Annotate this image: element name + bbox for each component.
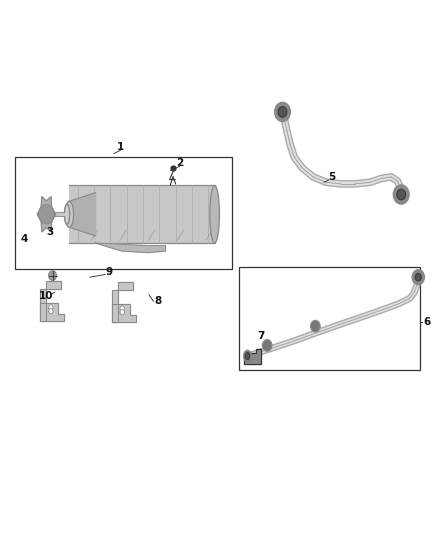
Text: 8: 8 [154, 296, 161, 306]
Circle shape [275, 102, 290, 122]
Circle shape [311, 320, 320, 332]
Text: 5: 5 [328, 172, 336, 182]
Bar [239, 266, 420, 370]
Polygon shape [95, 243, 166, 253]
Circle shape [393, 185, 409, 204]
Ellipse shape [65, 201, 74, 227]
Ellipse shape [210, 185, 219, 243]
Polygon shape [40, 281, 61, 321]
Circle shape [49, 309, 53, 314]
Polygon shape [69, 193, 95, 236]
Bar [15, 157, 232, 269]
Text: 10: 10 [39, 291, 53, 301]
Circle shape [39, 205, 54, 224]
Ellipse shape [64, 204, 70, 224]
Text: 6: 6 [424, 318, 431, 327]
Ellipse shape [244, 350, 251, 362]
Polygon shape [40, 303, 64, 321]
Polygon shape [112, 282, 133, 322]
Text: 4: 4 [21, 234, 28, 244]
Circle shape [415, 273, 421, 281]
Circle shape [397, 189, 406, 200]
Circle shape [262, 340, 272, 351]
Circle shape [120, 306, 124, 311]
Text: 1: 1 [117, 142, 124, 151]
Text: 2: 2 [176, 158, 183, 167]
Circle shape [49, 271, 57, 280]
Ellipse shape [245, 353, 250, 359]
Polygon shape [244, 349, 261, 364]
Circle shape [412, 270, 424, 285]
Text: 7: 7 [257, 331, 264, 341]
Text: 3: 3 [47, 227, 54, 237]
Polygon shape [112, 304, 136, 322]
Circle shape [49, 305, 53, 310]
Bar [69, 185, 215, 243]
Circle shape [278, 107, 287, 117]
Polygon shape [37, 197, 56, 232]
Text: 9: 9 [106, 267, 113, 277]
Circle shape [120, 310, 124, 315]
